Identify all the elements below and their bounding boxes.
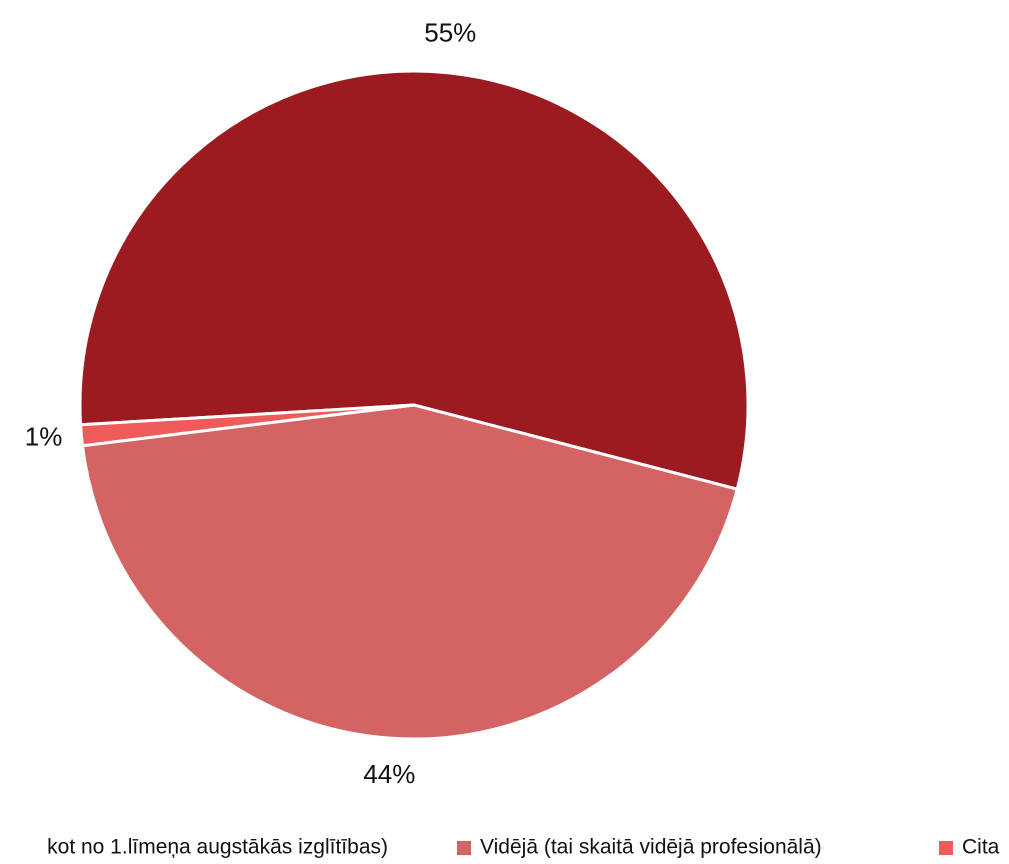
legend-swatch xyxy=(457,841,471,855)
pie-slice xyxy=(79,403,415,448)
data-label: 1% xyxy=(25,422,63,452)
pie-slice xyxy=(80,403,740,741)
legend-label: Vidējā (tai skaitā vidējā profesionālā) xyxy=(480,836,822,859)
pie-slice xyxy=(78,69,750,492)
legend-label: Cita xyxy=(962,836,1000,859)
data-label: 55% xyxy=(424,18,476,48)
legend-label: kot no 1.līmeņa augstākās izglītības) xyxy=(47,836,388,859)
data-label: 44% xyxy=(363,759,415,789)
legend-swatch xyxy=(939,841,953,855)
